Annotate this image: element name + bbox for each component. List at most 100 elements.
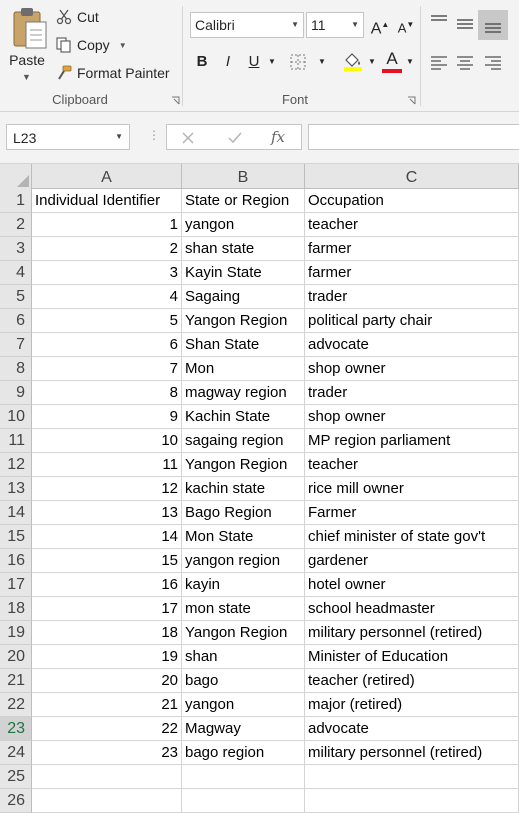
font-size-select[interactable]: 11 ▼ xyxy=(306,12,364,38)
font-color-button[interactable]: A xyxy=(382,48,402,70)
cell-b[interactable]: mon state xyxy=(182,597,305,621)
cell-a[interactable]: 13 xyxy=(32,501,182,525)
cell-c[interactable]: advocate xyxy=(305,717,519,741)
cell-c[interactable]: farmer xyxy=(305,261,519,285)
cell-b[interactable]: magway region xyxy=(182,381,305,405)
cell-b[interactable]: Yangon Region xyxy=(182,621,305,645)
cell-b[interactable]: Kachin State xyxy=(182,405,305,429)
borders-icon[interactable] xyxy=(290,54,308,70)
cell-a[interactable]: Individual Identifier xyxy=(32,189,182,213)
cell-b[interactable]: bago xyxy=(182,669,305,693)
row-header[interactable]: 17 xyxy=(0,573,32,597)
cell-a[interactable]: 10 xyxy=(32,429,182,453)
chevron-down-icon[interactable]: ▼ xyxy=(268,57,276,66)
chevron-down-icon[interactable]: ▼ xyxy=(118,40,127,50)
cell-b[interactable]: kayin xyxy=(182,573,305,597)
row-header[interactable]: 14 xyxy=(0,501,32,525)
column-header-b[interactable]: B xyxy=(182,164,305,189)
cell-c[interactable] xyxy=(305,789,519,813)
chevron-down-icon[interactable]: ▼ xyxy=(318,57,326,66)
cell-c[interactable]: trader xyxy=(305,285,519,309)
cell-c[interactable]: major (retired) xyxy=(305,693,519,717)
cell-c[interactable]: military personnel (retired) xyxy=(305,621,519,645)
row-header[interactable]: 7 xyxy=(0,333,32,357)
cell-c[interactable]: Farmer xyxy=(305,501,519,525)
font-family-select[interactable]: Calibri ▼ xyxy=(190,12,304,38)
cell-b[interactable]: State or Region xyxy=(182,189,305,213)
cell-c[interactable]: military personnel (retired) xyxy=(305,741,519,765)
cell-a[interactable]: 18 xyxy=(32,621,182,645)
cell-b[interactable]: shan state xyxy=(182,237,305,261)
cancel-icon[interactable] xyxy=(181,131,195,145)
name-box[interactable]: L23 ▼ xyxy=(6,124,130,150)
cell-b[interactable]: Bago Region xyxy=(182,501,305,525)
chevron-down-icon[interactable]: ▼ xyxy=(115,132,123,141)
bold-button[interactable]: B xyxy=(196,53,208,70)
row-header[interactable]: 16 xyxy=(0,549,32,573)
decrease-font-size-button[interactable]: A▼ xyxy=(397,20,415,36)
cell-c[interactable]: trader xyxy=(305,381,519,405)
cell-a[interactable]: 19 xyxy=(32,645,182,669)
cell-a[interactable]: 17 xyxy=(32,597,182,621)
cell-a[interactable]: 8 xyxy=(32,381,182,405)
cell-b[interactable]: Kayin State xyxy=(182,261,305,285)
cell-a[interactable]: 20 xyxy=(32,669,182,693)
select-all-button[interactable] xyxy=(0,164,32,189)
chevron-down-icon[interactable]: ▼ xyxy=(406,57,414,66)
column-header-a[interactable]: A xyxy=(32,164,182,189)
cell-a[interactable]: 21 xyxy=(32,693,182,717)
row-header[interactable]: 6 xyxy=(0,309,32,333)
cell-b[interactable] xyxy=(182,765,305,789)
cell-c[interactable]: teacher xyxy=(305,453,519,477)
cell-b[interactable]: Yangon Region xyxy=(182,453,305,477)
row-header[interactable]: 12 xyxy=(0,453,32,477)
row-header[interactable]: 23 xyxy=(0,717,32,741)
cell-b[interactable]: Yangon Region xyxy=(182,309,305,333)
row-header[interactable]: 19 xyxy=(0,621,32,645)
cell-a[interactable]: 14 xyxy=(32,525,182,549)
cell-c[interactable]: chief minister of state gov't xyxy=(305,525,519,549)
row-header[interactable]: 18 xyxy=(0,597,32,621)
row-header[interactable]: 3 xyxy=(0,237,32,261)
cell-a[interactable]: 5 xyxy=(32,309,182,333)
cell-c[interactable]: farmer xyxy=(305,237,519,261)
cell-c[interactable]: Occupation xyxy=(305,189,519,213)
cell-a[interactable]: 6 xyxy=(32,333,182,357)
cell-c[interactable]: political party chair xyxy=(305,309,519,333)
align-center-icon[interactable] xyxy=(456,56,474,70)
format-painter-button[interactable]: Format Painter xyxy=(56,62,170,84)
column-header-c[interactable]: C xyxy=(305,164,519,189)
cell-b[interactable] xyxy=(182,789,305,813)
row-header[interactable]: 21 xyxy=(0,669,32,693)
cell-c[interactable]: teacher (retired) xyxy=(305,669,519,693)
align-left-icon[interactable] xyxy=(430,56,448,70)
row-header[interactable]: 10 xyxy=(0,405,32,429)
align-right-icon[interactable] xyxy=(484,56,502,70)
cell-a[interactable]: 9 xyxy=(32,405,182,429)
align-middle-icon[interactable] xyxy=(456,16,474,32)
row-header[interactable]: 20 xyxy=(0,645,32,669)
cell-c[interactable]: rice mill owner xyxy=(305,477,519,501)
cell-b[interactable]: Mon xyxy=(182,357,305,381)
cell-a[interactable]: 22 xyxy=(32,717,182,741)
paste-button[interactable]: Paste ▼ xyxy=(4,4,50,84)
row-header[interactable]: 13 xyxy=(0,477,32,501)
cell-a[interactable]: 16 xyxy=(32,573,182,597)
align-top-icon[interactable] xyxy=(430,14,448,30)
cell-a[interactable]: 23 xyxy=(32,741,182,765)
cell-c[interactable]: hotel owner xyxy=(305,573,519,597)
cell-b[interactable]: yangon region xyxy=(182,549,305,573)
enter-checkmark-icon[interactable] xyxy=(227,131,243,145)
cell-c[interactable]: Minister of Education xyxy=(305,645,519,669)
cell-b[interactable]: Mon State xyxy=(182,525,305,549)
cell-c[interactable]: gardener xyxy=(305,549,519,573)
row-header[interactable]: 2 xyxy=(0,213,32,237)
row-header[interactable]: 25 xyxy=(0,765,32,789)
cell-a[interactable]: 1 xyxy=(32,213,182,237)
chevron-down-icon[interactable]: ▼ xyxy=(22,72,31,82)
row-header[interactable]: 22 xyxy=(0,693,32,717)
insert-function-button[interactable]: fx xyxy=(271,128,286,146)
row-header[interactable]: 4 xyxy=(0,261,32,285)
formula-bar-grip[interactable]: ⋮ xyxy=(148,128,160,142)
cell-b[interactable]: yangon xyxy=(182,693,305,717)
